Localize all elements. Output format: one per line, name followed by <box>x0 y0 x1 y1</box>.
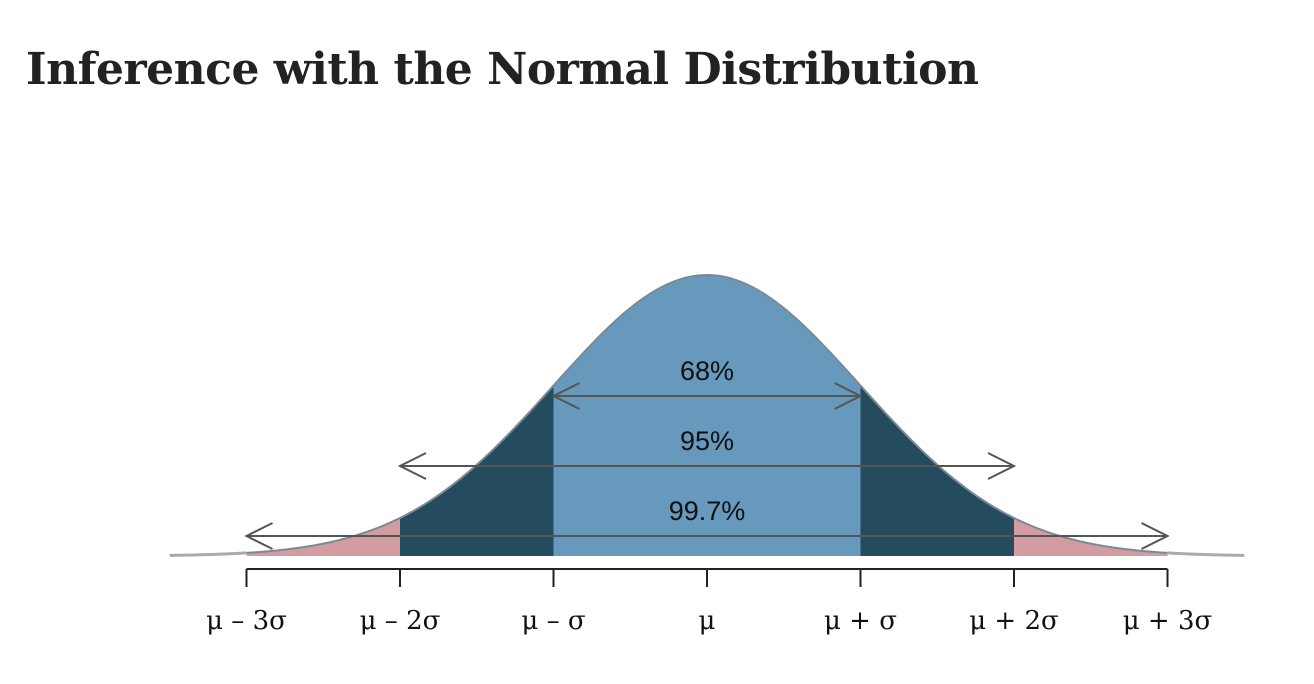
interval-1: 95% <box>397 426 1017 480</box>
band-0 <box>553 275 861 556</box>
tick-label: μ – σ <box>521 606 585 636</box>
curve-left-tail <box>169 551 247 557</box>
interval-2: 99.7% <box>244 496 1170 550</box>
arrowhead-right <box>834 382 863 410</box>
curve-right-tail <box>1167 551 1245 557</box>
tick-label: μ – 2σ <box>360 606 441 636</box>
tick-label: μ + 3σ <box>1123 606 1213 636</box>
tick-label: μ <box>699 606 716 636</box>
interval-label: 95% <box>680 426 734 456</box>
interval-arrows: 68% 95% 99.7% <box>244 356 1170 550</box>
interval-label: 68% <box>680 356 734 386</box>
arrowhead-left <box>397 452 427 480</box>
band-2-left <box>246 517 400 556</box>
interval-0: 68% <box>551 356 863 410</box>
arrowhead-left <box>244 522 273 550</box>
arrowhead-right <box>987 452 1017 480</box>
tick-label: μ – 3σ <box>206 606 287 636</box>
tick-label: μ + σ <box>824 606 897 636</box>
tick-label: μ + 2σ <box>969 606 1059 636</box>
curve-outline <box>246 273 1168 554</box>
band-2-right <box>1014 517 1168 556</box>
x-axis: μ – 3σ μ – 2σ μ – σ μ μ + σ μ + 2σ μ + 3σ <box>206 568 1213 636</box>
arrowhead-left <box>551 382 580 410</box>
density-curve <box>169 273 1245 557</box>
page-title: Inference with the Normal Distribution <box>26 44 979 95</box>
interval-label: 99.7% <box>669 496 746 526</box>
arrowhead-right <box>1141 522 1170 550</box>
